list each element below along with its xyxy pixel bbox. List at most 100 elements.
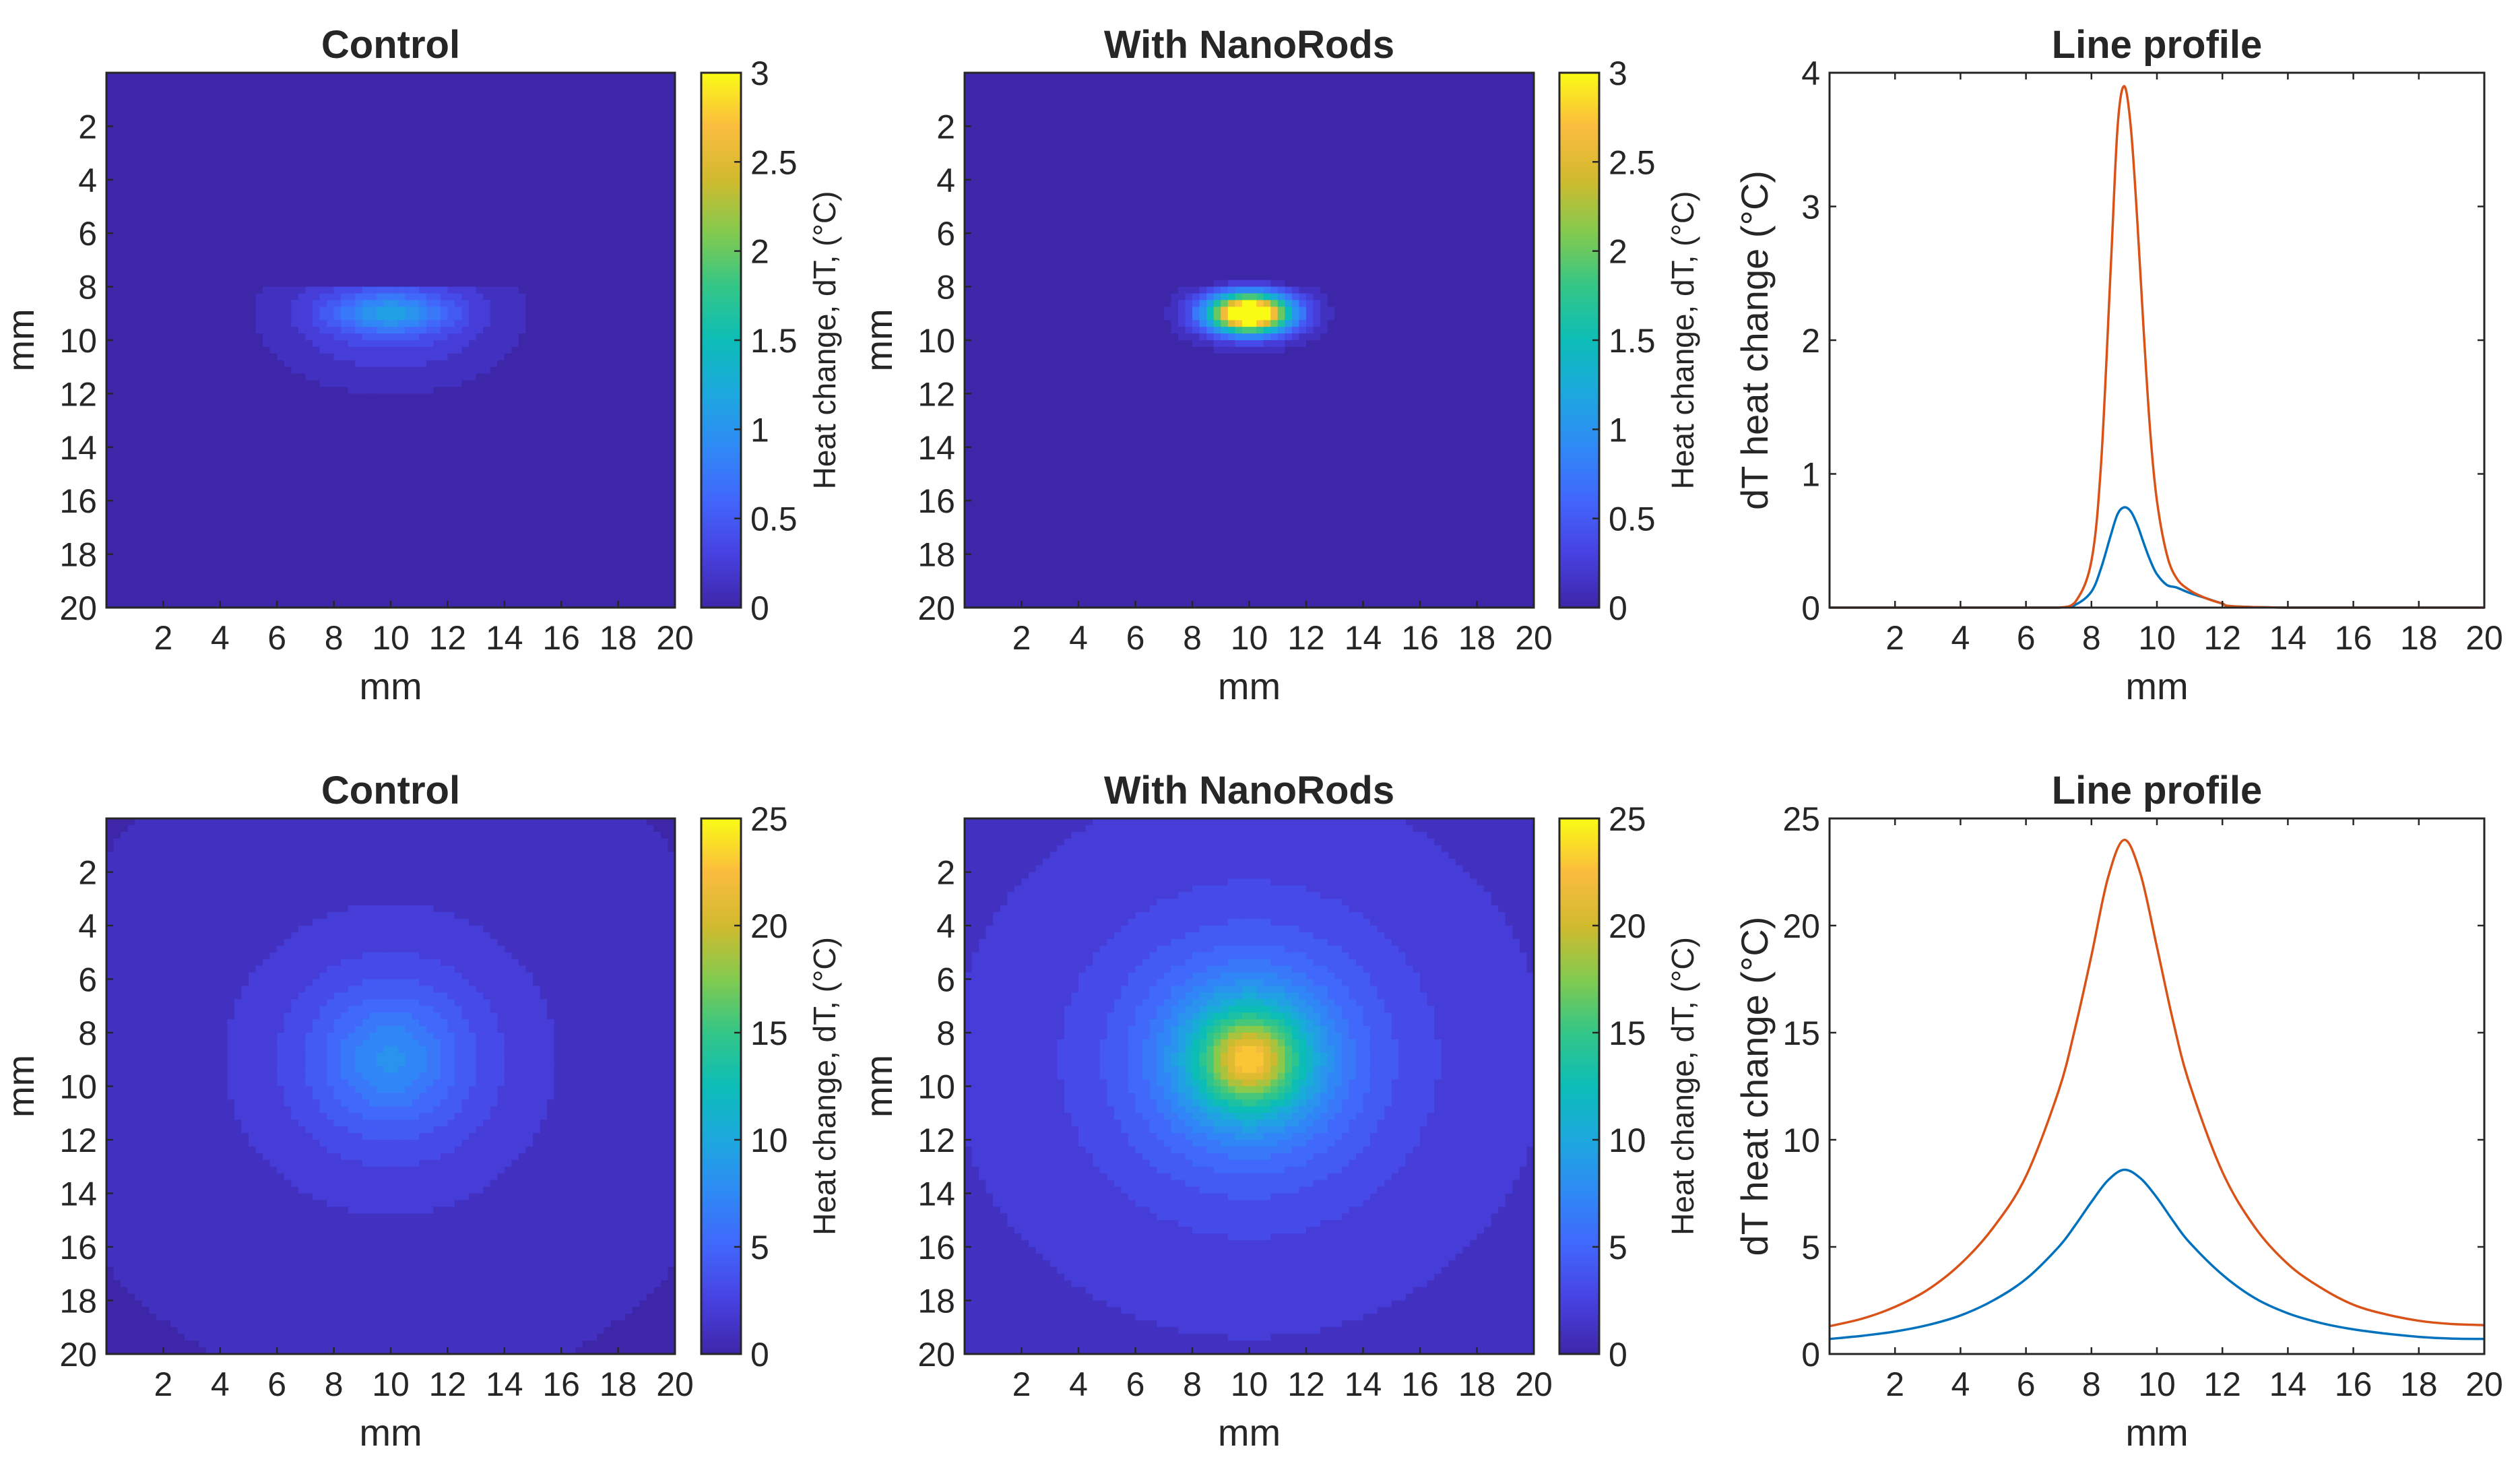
heat-cell — [241, 146, 249, 154]
heat-cell — [483, 146, 491, 154]
heat-cell — [355, 86, 363, 94]
heat-cell — [618, 139, 626, 147]
heat-cell — [632, 293, 640, 301]
heat-cell — [163, 286, 171, 294]
heat-cell — [170, 467, 179, 475]
heat-cell — [639, 333, 647, 341]
heat-cell — [249, 327, 257, 334]
heat-cell — [426, 387, 434, 395]
heat-cell — [660, 307, 669, 314]
heat-cell — [348, 112, 356, 121]
heat-cell — [298, 313, 306, 321]
heat-cell — [269, 106, 278, 114]
heat-cell — [291, 119, 299, 127]
heat-cell — [341, 139, 349, 147]
heat-cell — [504, 474, 512, 482]
heat-cell — [639, 199, 647, 207]
heat-cell — [419, 119, 427, 127]
heat-cell — [589, 474, 597, 482]
heat-cell — [199, 420, 207, 428]
heat-cell — [156, 400, 164, 408]
heat-cell — [426, 360, 434, 368]
heat-cell — [220, 460, 228, 468]
heat-cell — [518, 474, 527, 482]
heat-cell — [426, 346, 434, 354]
heat-cell — [582, 474, 590, 482]
heat-cell — [249, 280, 257, 288]
heat-cell — [589, 400, 597, 408]
heat-cell — [149, 106, 157, 114]
heat-cell — [596, 353, 605, 361]
heat-cell — [269, 179, 278, 187]
heat-cell — [135, 92, 143, 100]
heat-cell — [191, 340, 199, 348]
heat-cell — [447, 79, 455, 87]
heat-cell — [653, 313, 661, 321]
heat-cell — [191, 380, 199, 388]
heat-cell — [170, 179, 179, 187]
heat-cell — [618, 266, 626, 274]
heat-cell — [312, 313, 321, 321]
heat-cell — [447, 160, 455, 167]
heat-cell — [511, 233, 519, 240]
heat-cell — [149, 320, 157, 327]
heat-cell — [596, 160, 605, 167]
heat-cell — [213, 172, 221, 181]
heat-cell — [269, 407, 278, 414]
heat-cell — [141, 353, 150, 361]
heat-cell — [312, 179, 321, 187]
heat-cell — [397, 139, 406, 147]
heat-cell — [405, 407, 413, 414]
heat-cell — [525, 86, 534, 94]
heat-cell — [497, 420, 505, 428]
heat-cell — [568, 380, 576, 388]
heat-cell — [177, 366, 185, 375]
heat-cell — [149, 160, 157, 167]
heat-cell — [575, 286, 583, 294]
heat-cell — [199, 453, 207, 461]
heat-cell — [305, 346, 313, 354]
heat-cell — [447, 320, 455, 327]
heat-cell — [127, 73, 135, 80]
heat-cell — [469, 259, 477, 267]
heat-cell — [135, 487, 143, 494]
heat-cell — [277, 226, 285, 234]
heat-cell — [106, 320, 115, 327]
heat-cell — [170, 420, 179, 428]
heat-cell — [170, 92, 179, 100]
heat-cell — [163, 259, 171, 267]
heat-cell — [383, 474, 391, 482]
heat-cell — [213, 286, 221, 294]
heat-cell — [518, 193, 527, 201]
heat-cell — [220, 79, 228, 87]
heat-cell — [263, 259, 271, 267]
heat-cell — [305, 186, 313, 194]
heat-cell — [127, 414, 135, 421]
heat-cell — [227, 427, 235, 434]
heat-cell — [618, 280, 626, 288]
heat-cell — [191, 453, 199, 461]
heat-cell — [121, 247, 129, 254]
heat-cell — [391, 146, 399, 154]
heat-cell — [568, 186, 576, 194]
heat-cell — [518, 266, 527, 274]
heat-cell — [618, 186, 626, 194]
heat-cell — [575, 112, 583, 121]
heat-cell — [646, 286, 654, 294]
heat-cell — [227, 460, 235, 468]
heat-cell — [185, 420, 193, 428]
heat-cell — [376, 186, 385, 194]
heat-cell — [618, 320, 626, 327]
heat-cell — [405, 453, 413, 461]
heat-cell — [653, 247, 661, 254]
heat-cell — [156, 414, 164, 421]
heat-cell — [191, 307, 199, 314]
heat-cell — [277, 233, 285, 240]
heat-cell — [469, 139, 477, 147]
heat-cell — [277, 213, 285, 220]
heat-cell — [454, 119, 463, 127]
heat-cell — [113, 220, 121, 227]
heat-cell — [327, 126, 335, 133]
heat-cell — [540, 400, 548, 408]
heat-cell — [291, 286, 299, 294]
